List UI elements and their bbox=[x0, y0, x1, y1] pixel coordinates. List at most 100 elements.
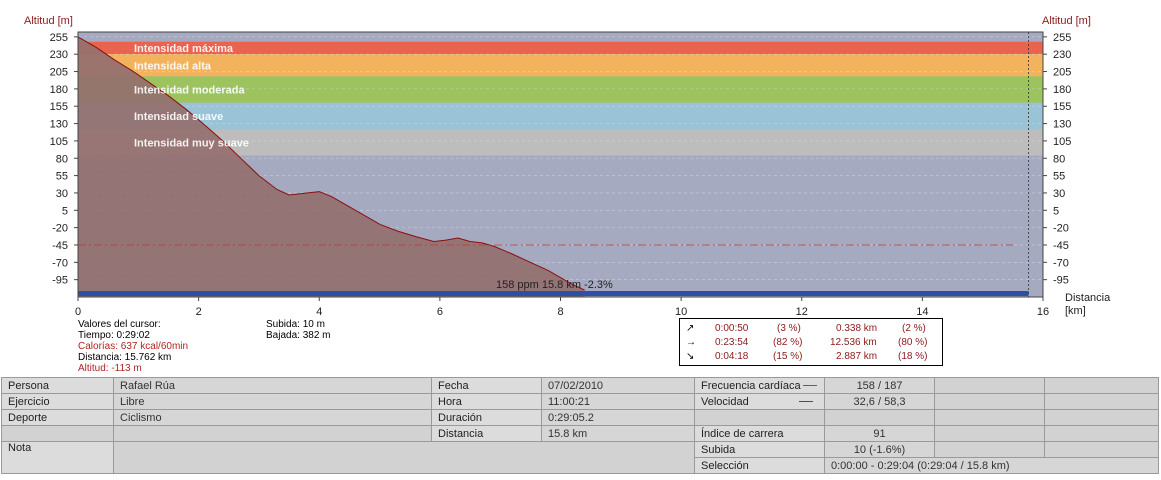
nota-value[interactable] bbox=[113, 441, 695, 474]
y-tick-label-left: 130 bbox=[50, 119, 68, 131]
x-tick-label: 14 bbox=[916, 306, 928, 318]
indice-value: 91 bbox=[824, 425, 935, 442]
x-tick-label: 6 bbox=[437, 306, 443, 318]
ejercicio-value: Libre bbox=[113, 393, 432, 410]
slope-dist: 2.887 km bbox=[836, 351, 878, 362]
empty-cell bbox=[1044, 425, 1159, 442]
slope-dist: 0.338 km bbox=[836, 323, 878, 334]
climb-down: Bajada: 382 m bbox=[266, 330, 331, 341]
persona-value: Rafael Rúa bbox=[113, 377, 432, 394]
fc-value: 158 / 187 bbox=[824, 377, 935, 394]
y-tick-label-right: 230 bbox=[1053, 49, 1071, 61]
empty-cell bbox=[934, 425, 1045, 442]
x-tick-label: 8 bbox=[557, 306, 563, 318]
info-row: Selección 0:00:00 - 0:29:04 (0:29:04 / 1… bbox=[2, 457, 1159, 474]
altitude-chart[interactable]: Intensidad máxima Intensidad alta Intensid… bbox=[0, 0, 1161, 318]
duracion-value: 0:29:05.2 bbox=[541, 409, 695, 426]
y-tick-label-right: 255 bbox=[1053, 32, 1071, 44]
empty-cell bbox=[934, 377, 1045, 394]
vel-label-text: Velocidad bbox=[701, 395, 749, 408]
cursor-distance: Distancia: 15.762 km bbox=[78, 352, 172, 363]
intensity-band-label: Intensidad moderada bbox=[134, 85, 246, 97]
y-tick-label-right: -20 bbox=[1053, 223, 1069, 235]
empty-cell bbox=[824, 409, 935, 426]
slope-time: 0:04:18 bbox=[715, 351, 749, 362]
ejercicio-label: Ejercicio bbox=[1, 393, 114, 410]
duracion-label: Duración bbox=[431, 409, 542, 426]
y-tick-label-right: -95 bbox=[1053, 275, 1069, 287]
persona-label: Persona bbox=[1, 377, 114, 394]
info-row: Nota Subida 10 (-1.6%) bbox=[1, 441, 1159, 474]
slope-dist: 12.536 km bbox=[830, 337, 877, 348]
climb-up: Subida: 10 m bbox=[266, 319, 325, 330]
y-tick-label-left: -70 bbox=[52, 257, 68, 269]
deporte-label: Deporte bbox=[1, 409, 114, 426]
y-tick-label-left: -45 bbox=[52, 240, 68, 252]
y-tick-label-left: -95 bbox=[52, 275, 68, 287]
distancia-value: 15.8 km bbox=[541, 425, 695, 442]
flat-arrow-icon: → bbox=[686, 337, 696, 348]
info-row: Ejercicio Libre Hora 11:00:21 Velocidad … bbox=[1, 393, 1159, 410]
fc-label: Frecuencia cardíaca bbox=[694, 377, 825, 394]
y-tick-label-left: 230 bbox=[50, 49, 68, 61]
intensity-band bbox=[78, 102, 1043, 130]
indice-label: Índice de carrera bbox=[694, 425, 825, 442]
deporte-value: Ciclismo bbox=[113, 409, 432, 426]
y-tick-label-left: 205 bbox=[50, 67, 68, 79]
empty-cell bbox=[113, 425, 432, 442]
empty-cell bbox=[694, 409, 825, 426]
hora-value: 11:00:21 bbox=[541, 393, 695, 410]
x-tick-label: 0 bbox=[75, 306, 81, 318]
slope-time-pct: (15 %) bbox=[773, 351, 803, 362]
intensity-band bbox=[78, 129, 1043, 156]
intensity-band-labels: Intensidad máxima Intensidad alta Intensid… bbox=[134, 43, 249, 149]
info-row: Distancia 15.8 km Índice de carrera 91 bbox=[1, 425, 1159, 442]
y-tick-label-left: -20 bbox=[52, 223, 68, 235]
slope-dist-pct: (80 %) bbox=[898, 337, 928, 348]
empty-cell bbox=[934, 441, 1045, 458]
fecha-label: Fecha bbox=[431, 377, 542, 394]
seleccion-value: 0:00:00 - 0:29:04 (0:29:04 / 15.8 km) bbox=[824, 457, 1159, 474]
altitude-area bbox=[77, 32, 1029, 298]
intensity-band-label: Intensidad alta bbox=[134, 60, 212, 72]
up-slope-arrow-icon: ↗ bbox=[686, 323, 695, 334]
subida-value: 10 (-1.6%) bbox=[824, 441, 935, 458]
y-tick-label-right: 5 bbox=[1053, 205, 1059, 217]
heart-rate-legend-line bbox=[802, 385, 817, 387]
intensity-band bbox=[78, 76, 1043, 103]
intensity-band-label: Intensidad muy suave bbox=[134, 137, 249, 149]
intensity-band-label: Intensidad suave bbox=[134, 111, 223, 123]
fecha-value: 07/02/2010 bbox=[541, 377, 695, 394]
slope-dist-pct: (2 %) bbox=[902, 323, 926, 334]
y-tick-label-right: 130 bbox=[1053, 119, 1071, 131]
cursor-altitude: Altitud: -113 m bbox=[78, 363, 142, 374]
y-tick-label-left: 5 bbox=[62, 205, 68, 217]
subida-label: Subida bbox=[694, 441, 825, 458]
intensity-band bbox=[78, 41, 1043, 55]
y-tick-label-left: 105 bbox=[50, 136, 68, 148]
y-tick-label-left: 180 bbox=[50, 84, 68, 96]
x-tick-label: 4 bbox=[316, 306, 322, 318]
altitude-line bbox=[77, 36, 585, 291]
empty-cell bbox=[1, 425, 114, 442]
cursor-values-panel: Valores del cursor: Tiempo: 0:29:02 Calo… bbox=[78, 319, 188, 374]
slope-time: 0:23:54 bbox=[715, 337, 749, 348]
cursor-readout: 158 ppm 15.8 km -2.3% bbox=[496, 279, 613, 291]
y-tick-label-left: 80 bbox=[56, 153, 68, 165]
slope-row-down: ↘ 0:04:18 (15 %) 2.887 km (18 %) bbox=[680, 351, 942, 363]
y-axis-label-left: Altitud [m] bbox=[24, 15, 73, 27]
y-tick-label-left: 55 bbox=[56, 171, 68, 183]
y-tick-label-right: 30 bbox=[1053, 188, 1065, 200]
slope-row-flat: → 0:23:54 (82 %) 12.536 km (80 %) bbox=[680, 337, 942, 349]
cursor-calories: Calorías: 637 kcal/60min bbox=[78, 341, 189, 352]
x-tick-label: 2 bbox=[196, 306, 202, 318]
speed-bar bbox=[78, 291, 1029, 296]
empty-cell bbox=[1044, 441, 1159, 458]
y-tick-label-left: 255 bbox=[50, 32, 68, 44]
slope-time-pct: (3 %) bbox=[777, 323, 801, 334]
seleccion-label: Selección bbox=[694, 457, 825, 474]
workout-info-table: Persona Rafael Rúa Fecha 07/02/2010 Frec… bbox=[1, 377, 1159, 474]
down-slope-arrow-icon: ↘ bbox=[686, 351, 695, 362]
y-tick-label-right: 80 bbox=[1053, 153, 1065, 165]
